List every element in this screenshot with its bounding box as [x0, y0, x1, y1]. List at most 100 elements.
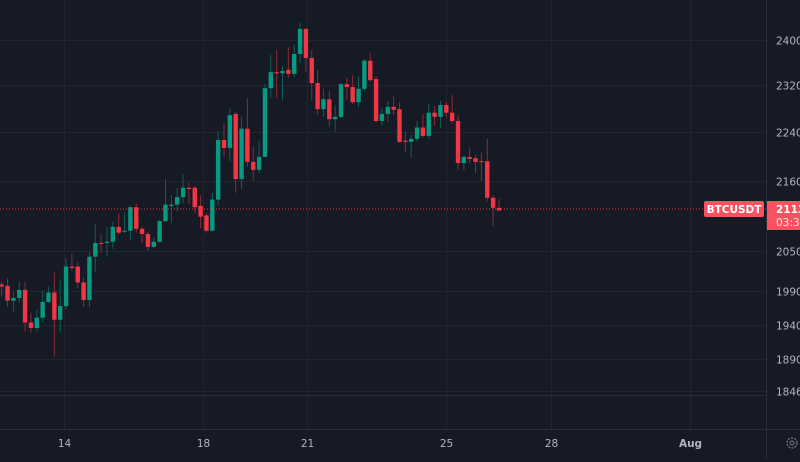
candle-bullish[interactable]	[379, 108, 385, 126]
candle-body	[163, 204, 168, 222]
candle-bearish[interactable]	[490, 195, 496, 226]
candle-bearish[interactable]	[251, 146, 256, 181]
settings-gear-icon[interactable]	[786, 437, 798, 449]
candle-bullish[interactable]	[11, 292, 16, 312]
candle-body	[479, 161, 484, 163]
candle-bullish[interactable]	[227, 108, 233, 162]
candle-body	[420, 127, 426, 136]
candle-bullish[interactable]	[157, 219, 162, 244]
candle-bearish[interactable]	[198, 195, 203, 229]
candle-bearish[interactable]	[75, 262, 80, 288]
candle-bearish[interactable]	[204, 212, 209, 233]
candle-bearish[interactable]	[473, 155, 478, 173]
candle-bearish[interactable]	[350, 75, 355, 104]
candle-bearish[interactable]	[81, 277, 86, 307]
candle-body	[40, 302, 45, 318]
candle-bullish[interactable]	[104, 226, 110, 257]
candle-bearish[interactable]	[449, 95, 455, 124]
time-axis[interactable]: 14 18 21 25 28 Aug	[58, 438, 702, 450]
candle-body	[268, 72, 273, 89]
candle-bearish[interactable]	[192, 185, 197, 213]
candle-bullish[interactable]	[215, 131, 221, 206]
candle-bullish[interactable]	[280, 66, 285, 100]
candle-bearish[interactable]	[467, 147, 472, 164]
candle-bullish[interactable]	[338, 83, 344, 119]
candle-bearish[interactable]	[391, 96, 396, 116]
candle-bearish[interactable]	[134, 203, 139, 233]
candle-bullish[interactable]	[180, 174, 186, 204]
candle-bullish[interactable]	[321, 88, 326, 117]
candle-bullish[interactable]	[262, 84, 268, 157]
candle-bearish[interactable]	[420, 113, 426, 138]
candle-bearish[interactable]	[309, 50, 314, 101]
candle-bullish[interactable]	[34, 309, 39, 332]
candle-bearish[interactable]	[186, 182, 192, 205]
candle-bullish[interactable]	[46, 286, 51, 303]
candle-bearish[interactable]	[397, 102, 402, 144]
candle-bullish[interactable]	[151, 237, 156, 248]
candle-bearish[interactable]	[444, 102, 449, 117]
candle-bullish[interactable]	[93, 223, 98, 272]
candle-bearish[interactable]	[245, 98, 250, 167]
candle-bullish[interactable]	[256, 140, 262, 173]
candle-bullish[interactable]	[239, 116, 244, 189]
candle-bearish[interactable]	[98, 234, 104, 253]
candle-bullish[interactable]	[385, 100, 390, 123]
price-tick-label: 1890	[776, 355, 800, 367]
candle-bearish[interactable]	[116, 212, 121, 235]
candle-bullish[interactable]	[163, 179, 168, 222]
candle-bearish[interactable]	[344, 77, 350, 100]
candle-bearish[interactable]	[286, 47, 291, 78]
candle-bearish[interactable]	[373, 76, 379, 123]
candle-bullish[interactable]	[362, 59, 367, 92]
candle-bullish[interactable]	[175, 187, 180, 212]
candle-bearish[interactable]	[455, 115, 461, 170]
candle-bullish[interactable]	[292, 45, 297, 78]
candle-bearish[interactable]	[221, 123, 227, 157]
candle-bearish[interactable]	[5, 278, 10, 307]
candle-bearish[interactable]	[52, 272, 57, 357]
candle-bearish[interactable]	[69, 254, 75, 271]
price-axis[interactable]: 2400 2320 2240 2160 2050 1990 1940 1890 1846	[776, 36, 800, 399]
candle-body	[286, 69, 291, 74]
candle-bearish[interactable]	[22, 281, 28, 332]
candle-bullish[interactable]	[17, 281, 22, 303]
candle-bullish[interactable]	[110, 221, 116, 249]
candle-bullish[interactable]	[63, 258, 69, 310]
candles[interactable]	[0, 22, 502, 357]
candle-bearish[interactable]	[403, 131, 408, 153]
candle-bullish[interactable]	[122, 212, 127, 233]
candle-bearish[interactable]	[327, 91, 332, 127]
candle-bearish[interactable]	[0, 281, 4, 297]
candle-bearish[interactable]	[28, 312, 34, 333]
candle-bearish[interactable]	[368, 52, 373, 82]
candle-bullish[interactable]	[128, 205, 133, 240]
candle-body	[46, 292, 51, 303]
candle-bullish[interactable]	[426, 103, 431, 139]
candle-bearish[interactable]	[315, 69, 320, 116]
candle-bullish[interactable]	[414, 120, 420, 142]
candle-bullish[interactable]	[40, 290, 45, 322]
candle-bullish[interactable]	[332, 105, 338, 132]
candle-body	[69, 266, 75, 268]
candle-bullish[interactable]	[58, 279, 63, 333]
candle-bullish[interactable]	[356, 76, 361, 107]
candle-bearish[interactable]	[233, 112, 238, 193]
candle-bearish[interactable]	[432, 106, 437, 126]
candle-bullish[interactable]	[438, 100, 443, 129]
candle-bullish[interactable]	[210, 192, 215, 232]
candle-bearish[interactable]	[145, 232, 151, 251]
candle-bearish[interactable]	[303, 27, 309, 73]
candle-body	[239, 128, 244, 180]
candle-bearish[interactable]	[479, 152, 484, 181]
candle-bullish[interactable]	[409, 134, 414, 158]
candle-bullish[interactable]	[461, 155, 467, 172]
candle-bearish[interactable]	[274, 50, 279, 99]
candle-body	[215, 140, 221, 200]
candle-bullish[interactable]	[268, 55, 273, 99]
candle-bearish[interactable]	[139, 226, 145, 244]
candle-bullish[interactable]	[297, 22, 303, 64]
candle-bullish[interactable]	[87, 252, 92, 307]
candle-bearish[interactable]	[485, 138, 490, 202]
